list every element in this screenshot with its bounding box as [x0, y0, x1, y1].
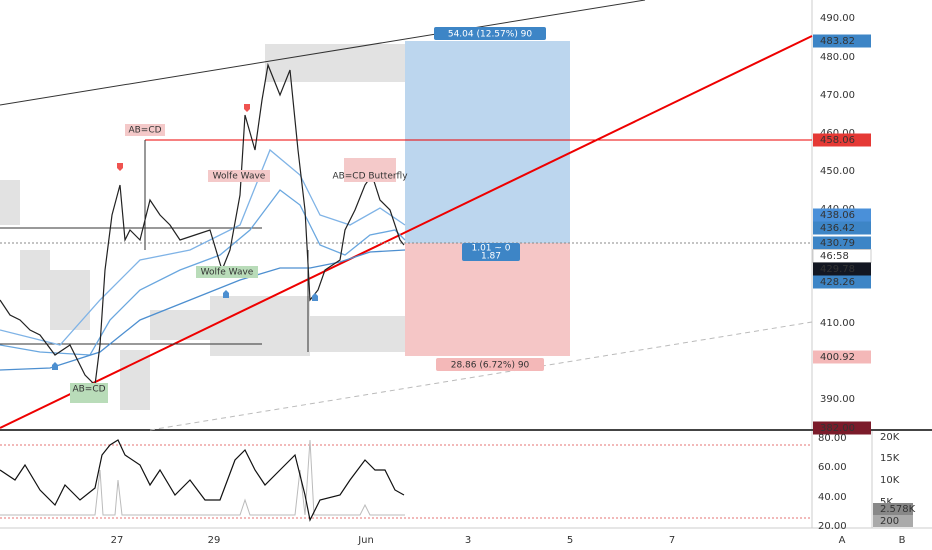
price-tag	[813, 421, 871, 435]
rsi-axis-label: 40.00	[818, 492, 847, 503]
price-tag-label: 438.06	[820, 210, 855, 221]
pattern-label: AB=CD	[72, 385, 105, 395]
price-tag-label: 428.26	[820, 277, 855, 288]
time-axis-label: 3	[465, 535, 471, 546]
time-axis-label: 27	[111, 535, 124, 546]
ma-line	[0, 189, 406, 356]
pattern-label: AB=CD	[128, 126, 161, 136]
price-tag-label: 483.82	[820, 36, 855, 47]
price-tag	[813, 133, 871, 147]
time-axis-label: 7	[669, 535, 675, 546]
pattern-label: Wolfe Wave	[201, 268, 254, 278]
volume-axis-label: 20K	[880, 432, 900, 443]
price-tag-label: 46:58	[820, 251, 849, 262]
ma-line	[0, 249, 406, 371]
volume-axis-label: 10K	[880, 475, 900, 486]
volume-tag-label: 200	[880, 516, 899, 527]
time-axis-label: 5	[567, 535, 573, 546]
pattern-label: AB=CD Butterfly	[332, 172, 408, 182]
volume-series	[0, 439, 405, 516]
pattern-box	[70, 383, 108, 403]
trend-line	[0, 0, 646, 106]
marker	[117, 163, 123, 171]
stop-zone	[405, 243, 570, 356]
price-tag	[813, 275, 871, 289]
time-axis-label: 29	[208, 535, 221, 546]
dashed-line	[149, 321, 813, 431]
target-label: 54.04 (12.57%) 90	[448, 30, 533, 40]
scale-button[interactable]: B	[899, 535, 906, 546]
pattern-box	[208, 170, 270, 182]
price-axis-label: 450.00	[820, 166, 855, 177]
target-badge	[434, 27, 546, 40]
price-tag	[813, 236, 871, 250]
price-tag	[813, 350, 871, 364]
rsi-axis-label: 60.00	[818, 462, 847, 473]
price-tag-label: 436.42	[820, 223, 855, 234]
marker	[312, 293, 318, 301]
pattern-label: Wolfe Wave	[213, 172, 266, 182]
price-tag-label: 458.06	[820, 135, 855, 146]
price-tag	[813, 208, 871, 222]
price-tag-label: 400.92	[820, 352, 855, 363]
pattern-box	[344, 158, 396, 182]
trend-line-red	[0, 35, 813, 429]
price-axis-label: 410.00	[820, 318, 855, 329]
zones	[0, 44, 405, 410]
stop-badge	[436, 358, 544, 371]
stop-label: 28.86 (6.72%) 90	[451, 361, 530, 371]
price-tag	[813, 34, 871, 48]
price-axis-label: 470.00	[820, 90, 855, 101]
price-axis-label: 490.00	[820, 13, 855, 24]
time-axis-label: Jun	[357, 535, 374, 546]
ma-line	[0, 148, 406, 346]
ratio-value: 1.87	[481, 252, 501, 262]
marker	[223, 290, 229, 298]
rsi-axis-label: 80.00	[818, 433, 847, 444]
target-zone	[405, 41, 570, 243]
marker	[52, 362, 58, 370]
price-tag-label: 429.78	[820, 264, 855, 275]
rsi-axis-label: 20.00	[818, 521, 847, 532]
pattern-box	[125, 124, 165, 136]
price-axis-label: 480.00	[820, 52, 855, 63]
volume-axis-label: 15K	[880, 453, 900, 464]
rsi-series	[0, 439, 405, 522]
pattern-box	[196, 266, 258, 278]
marker	[244, 104, 250, 112]
price-axis-label: 390.00	[820, 394, 855, 405]
ratio-badge	[462, 243, 520, 261]
price-tag	[813, 262, 871, 276]
price-tag	[813, 221, 871, 235]
price-tag-label: 430.79	[820, 238, 855, 249]
volume-axis-label: 5K	[880, 497, 893, 508]
ratio-label: 1.01 ~ 0	[471, 244, 510, 254]
volume-tag	[873, 503, 913, 515]
volume-tag	[873, 515, 913, 527]
price-tag-label: 382.00	[820, 423, 855, 434]
scale-button[interactable]: A	[839, 535, 846, 546]
volume-tag-label: 2.578K	[880, 504, 916, 515]
